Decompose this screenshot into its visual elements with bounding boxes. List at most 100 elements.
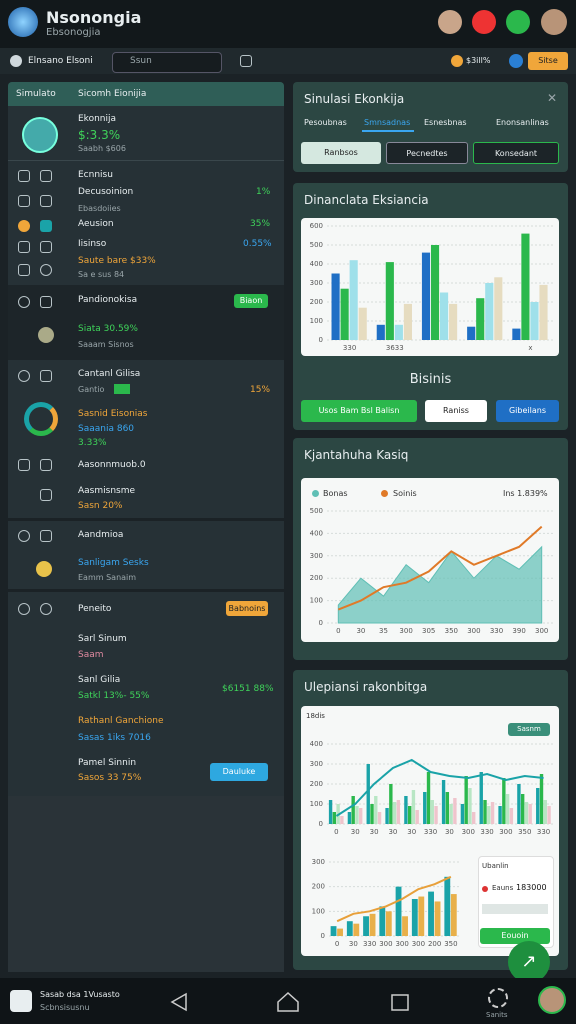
back-button[interactable] [170,992,187,1012]
home-button[interactable] [277,991,299,1012]
workspace-icon [10,55,22,67]
result-name[interactable]: Sarl Sinum [78,634,127,644]
top-button[interactable]: Sitse [528,52,568,70]
icon [18,296,30,308]
bar [423,792,427,824]
list-item: Saute bare $33% [78,256,156,266]
promo-value: Siata 30.59% [78,324,138,334]
bar [403,303,412,340]
finance-button[interactable]: Usos Bam Bsl Balisn [301,400,417,422]
y-tick-label: 500 [310,507,323,515]
result-note: Sasas 1iks 7016 [78,733,151,743]
sim-title: Sinulasi Ekonkija [304,92,405,106]
recent-button[interactable] [391,994,409,1011]
tab[interactable]: Pesoubnas [304,118,347,127]
list-item[interactable]: Ebasdoiies [78,204,121,213]
list-item[interactable]: Iisinso [78,239,107,249]
search-placeholder: Ssun [130,56,152,66]
divider [8,589,284,592]
workspace[interactable]: Elnsano Elsoni [28,56,93,66]
icon [18,195,30,207]
y-tick-label: 400 [310,529,323,537]
sim-button[interactable]: Ranbsos [301,142,381,164]
bar [528,804,532,824]
status-button[interactable] [506,10,530,34]
badge-bar [114,384,130,394]
results-title: Peneito [78,604,112,614]
settings-icon[interactable] [488,988,508,1008]
x-tick-label: 300 [395,940,408,948]
bar [539,284,548,340]
side-button[interactable]: Eouoin [480,928,550,944]
fab[interactable]: ↗ [508,941,550,983]
list-item[interactable]: Aeusion [78,219,114,229]
x-tick-label: 330 [490,627,503,635]
x-tick-label: 350 [445,627,458,635]
tab[interactable]: Esnesbnas [424,118,467,127]
avatar[interactable] [438,10,462,34]
bar [328,800,333,824]
bar [434,901,441,936]
bar [385,262,394,340]
control-line[interactable]: Aasonnmuob.0 [78,460,146,470]
bar [355,806,359,824]
finance-button[interactable]: Gibeilans [496,400,559,422]
bar [396,800,401,824]
growth-stat: Ins 1.839% [503,489,548,498]
bar [418,896,425,936]
result-name[interactable]: Pamel Sinnin [78,758,137,768]
search-box[interactable] [112,52,222,73]
plan-badge[interactable]: Sasnm [508,723,550,736]
bar [505,794,510,824]
bar [389,784,393,824]
finance-button[interactable]: Raniss [425,400,487,422]
bar [543,800,547,824]
x-tick-label: 305 [422,627,435,635]
menu-icon[interactable] [240,55,252,67]
admin-line[interactable]: Sanligam Sesks [78,558,149,568]
list-value: 35% [250,219,271,229]
result-button[interactable]: Dauluke [210,763,268,781]
bar [536,788,540,824]
result-name[interactable]: Rathanl Ganchione [78,716,164,726]
icon [18,241,30,253]
x-tick-label: 0 [336,627,340,635]
icon [40,170,52,182]
logo[interactable] [8,7,38,37]
finance-title: Dinanclata Eksiancia [304,193,429,207]
bar [347,812,352,824]
sim-button[interactable]: Konsedant [473,142,559,164]
axis-title: 18dis [306,712,325,720]
bar [512,328,521,340]
tab[interactable]: Smnsadnas [364,118,411,127]
sidebar-tab[interactable]: Simulato [16,89,56,99]
balance: $3ill% [466,56,491,65]
promo-button[interactable]: Biaon [234,294,268,308]
result-name[interactable]: Sanl Gilia [78,675,121,685]
camera-button[interactable] [472,10,496,34]
legend-label: Soinis [393,489,417,498]
bar [487,806,491,824]
control-line[interactable]: Aasmisnsme [78,486,136,496]
bar [366,764,370,824]
profile-avatar[interactable] [541,9,567,35]
bar [479,772,483,824]
sim-button[interactable]: Pecnedtes [386,142,468,164]
result-value: $6151 88% [222,684,274,694]
legend-swatch [312,490,319,497]
y-tick-label: 500 [310,241,323,249]
x-tick-label: 330 [424,828,437,836]
close-icon[interactable]: ✕ [547,91,558,105]
app-subtitle: Ebsonogjia [46,27,101,38]
app-icon[interactable] [10,990,32,1012]
user-avatar[interactable] [538,986,566,1014]
y-tick-label: 100 [310,317,323,325]
list-item[interactable]: Decusoinion [78,187,134,197]
bar [445,792,450,824]
tab[interactable]: Enonsanlinas [496,118,549,127]
y-tick-label: 600 [310,222,323,230]
help-icon[interactable] [509,54,523,68]
x-tick-label: 0 [334,828,338,836]
list-item[interactable]: Ecnnisu [78,170,113,180]
results-button[interactable]: Babnoins [226,601,268,616]
